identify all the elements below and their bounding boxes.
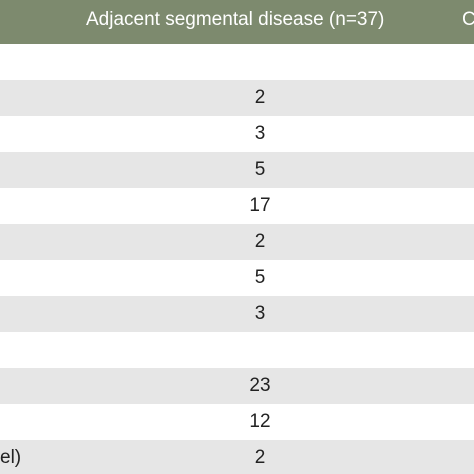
row-value: 5 — [254, 267, 266, 288]
table-row: 3 — [0, 296, 474, 332]
row-value: 2 — [254, 231, 266, 252]
row-value: 5 — [254, 159, 266, 180]
table-row: 12 — [0, 404, 474, 440]
table-row — [0, 44, 474, 79]
row-value: 3 — [254, 303, 266, 324]
table-header: Adjacent segmental disease (n=37) C — [0, 0, 474, 44]
row-value: 12 — [249, 411, 271, 432]
row-value: 17 — [249, 195, 271, 216]
table-row — [0, 332, 474, 368]
row-value: 2 — [254, 87, 266, 108]
table-row: 5 — [0, 152, 474, 188]
table-row: 2 — [0, 224, 474, 260]
row-value: 2 — [254, 447, 266, 468]
table-row: 5 — [0, 260, 474, 296]
table-row: el) 2 — [0, 440, 474, 474]
row-value: 3 — [254, 123, 266, 144]
table-row: 17 — [0, 188, 474, 224]
row-value: 23 — [249, 375, 271, 396]
column-header-next: C — [462, 9, 474, 30]
table-row: 23 — [0, 368, 474, 404]
column-header-adjacent-segmental-disease: Adjacent segmental disease (n=37) — [86, 9, 385, 30]
row-label: el) — [0, 447, 22, 468]
table-row: 2 — [0, 80, 474, 116]
table-row: 3 — [0, 116, 474, 152]
